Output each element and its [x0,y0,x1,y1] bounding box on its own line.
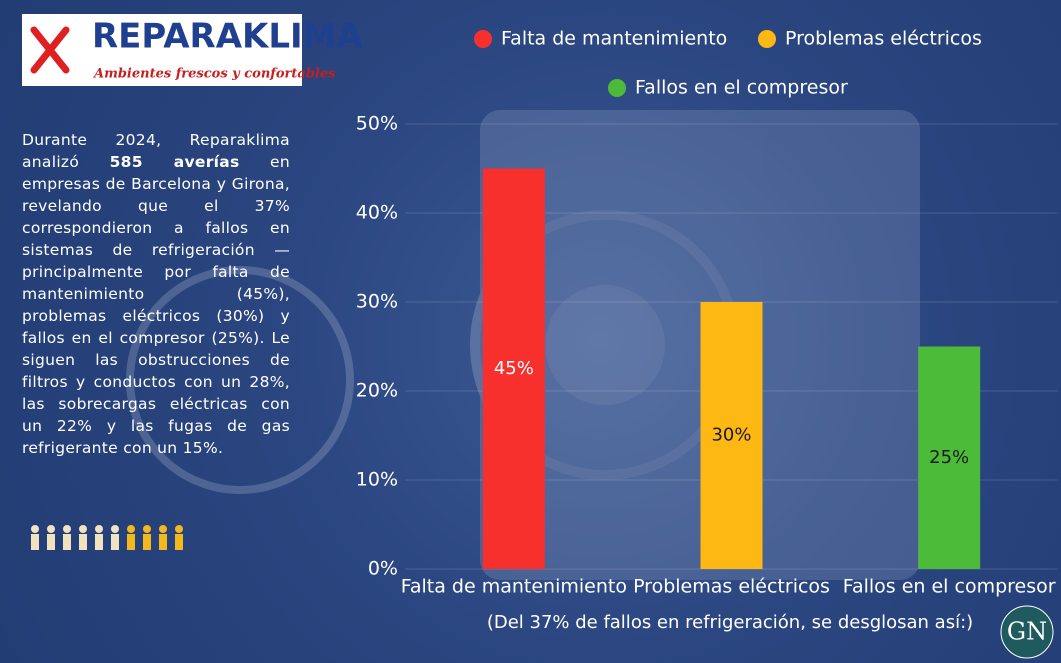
x-tick-label: Fallos en el compresor [843,576,1056,598]
legend-label: Falta de mantenimiento [501,28,727,50]
y-tick-label: 30% [356,291,398,313]
badge-text: GN [1007,618,1047,646]
y-tick-label: 40% [356,202,398,224]
legend-marker [758,30,776,48]
y-tick-label: 0% [368,558,398,580]
intro-after: en empresas de Barcelona y Girona, revel… [22,153,290,457]
legend-label: Fallos en el compresor [635,77,848,99]
value-label: 45% [494,358,534,379]
value-label: 30% [711,425,751,446]
bar [700,302,763,569]
people-icons [31,525,183,550]
x-axis-label: (Del 37% de fallos en refrigeración, se … [487,612,973,633]
legend-label: Problemas eléctricos [785,28,982,50]
y-tick-label: 10% [356,469,398,491]
badge [1000,605,1054,659]
y-tick-label: 50% [356,113,398,135]
background-art [126,110,920,580]
intro-before: Durante 2024, Reparaklima analizó [22,131,290,171]
x-tick-label: Problemas eléctricos [633,576,830,598]
bar [482,168,545,569]
legend-marker [608,79,626,97]
intro-text: Durante 2024, Reparaklima analizó 585 av… [22,129,290,459]
logo-tagline: Ambientes frescos y confortables [92,67,336,82]
logo-name: REPARAKLIMA [92,17,364,57]
legend-marker [474,30,492,48]
y-tick-label: 20% [356,380,398,402]
x-tick-label: Falta de mantenimiento [401,576,627,598]
bar [918,346,981,569]
value-label: 25% [929,447,969,468]
logo-box [22,14,302,86]
intro-bold: 585 averías [109,153,240,171]
logo-icon [30,26,70,74]
